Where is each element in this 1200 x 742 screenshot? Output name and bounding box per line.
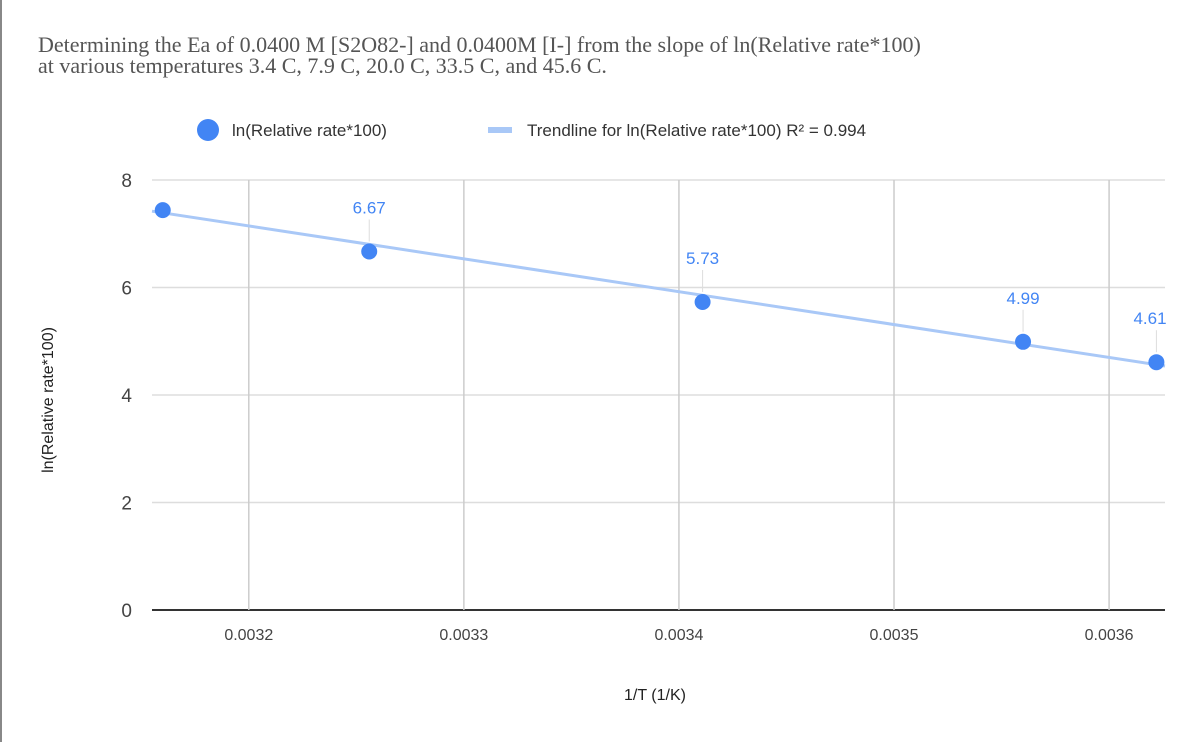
data-point — [1148, 354, 1165, 371]
x-tick-label: 0.0036 — [1085, 627, 1134, 644]
tick-labels: 0 2 4 6 8 0.0032 0.0033 0.0034 0.0035 0.0036 — [121, 171, 1133, 644]
data-label: 6.67 — [353, 198, 386, 217]
legend-marker-series — [197, 119, 219, 141]
x-tick-label: 0.0033 — [439, 627, 488, 644]
legend: ln(Relative rate*100) Trendline for ln(R… — [197, 119, 866, 141]
x-tick-label: 0.0032 — [224, 627, 273, 644]
data-label: 5.73 — [686, 249, 719, 268]
x-tick-label: 0.0035 — [870, 627, 919, 644]
y-tick-label: 6 — [121, 279, 132, 300]
chart-title: Determining the Ea of 0.0400 M [S2O82-] … — [38, 32, 921, 78]
gridlines — [152, 179, 1165, 611]
data-point — [694, 294, 711, 311]
y-tick-label: 8 — [121, 171, 132, 192]
trendline-group — [151, 209, 1166, 368]
y-tick-label: 0 — [121, 601, 132, 622]
y-axis-title: ln(Relative rate*100) — [40, 327, 57, 473]
legend-label-series: ln(Relative rate*100) — [232, 121, 387, 140]
data-points: 6.67 5.73 4.99 4.61 — [154, 198, 1167, 371]
y-tick-label: 4 — [121, 386, 132, 407]
y-tick-label: 2 — [121, 494, 132, 515]
data-label: 4.61 — [1133, 309, 1166, 328]
legend-label-trendline: Trendline for ln(Relative rate*100) R² =… — [527, 121, 866, 140]
trendline — [151, 209, 1166, 368]
data-point — [154, 202, 171, 219]
data-label: 4.99 — [1007, 289, 1040, 308]
left-border — [0, 0, 2, 742]
data-point — [361, 243, 378, 260]
legend-marker-trendline — [488, 127, 512, 133]
x-tick-label: 0.0034 — [654, 627, 703, 644]
x-axis-title: 1/T (1/K) — [624, 687, 686, 704]
data-point — [1015, 333, 1032, 350]
